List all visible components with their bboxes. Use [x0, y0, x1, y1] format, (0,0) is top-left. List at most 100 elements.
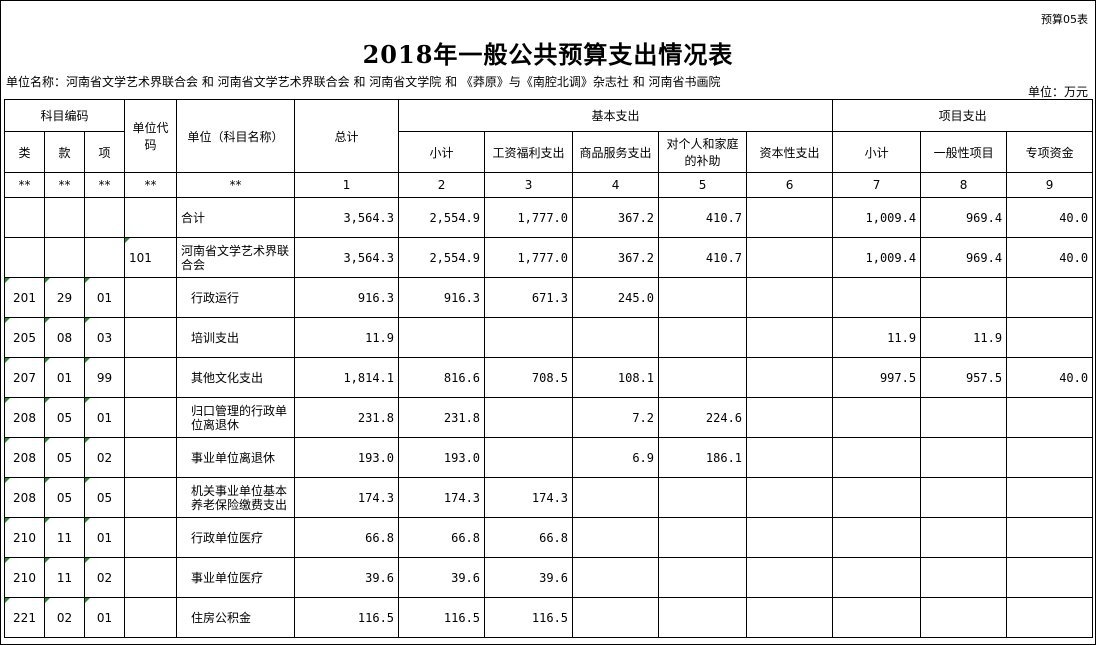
cell-lei: 207 — [4, 357, 45, 398]
table-row: 210 11 02 事业单位医疗 39.6 39.6 39.6 — [4, 557, 1094, 598]
cell-goods: 6.9 — [572, 437, 660, 478]
cell-name: 事业单位离退休 — [176, 437, 296, 478]
cell-personal: 186.1 — [658, 437, 748, 478]
cell-wage: 116.5 — [484, 597, 574, 638]
header-goods: 商品服务支出 — [572, 131, 660, 173]
cell-capital — [746, 237, 834, 278]
cell-kuan: 11 — [44, 517, 85, 558]
cell-basic-subtotal: 66.8 — [398, 517, 486, 558]
header-capital: 资本性支出 — [746, 131, 834, 173]
cell-general: 11.9 — [920, 317, 1008, 358]
cell-project-subtotal: 997.5 — [832, 357, 922, 398]
cell-capital — [746, 357, 834, 398]
cell-name: 住房公积金 — [176, 597, 296, 638]
header-total: 总计 — [294, 99, 400, 173]
cell-personal — [658, 597, 748, 638]
cell-basic-subtotal: 2,554.9 — [398, 237, 486, 278]
cell-goods — [572, 317, 660, 358]
cell-unit-code — [124, 317, 178, 358]
cell-lei: 210 — [4, 517, 45, 558]
cell-unit-code — [124, 197, 178, 238]
cell-special — [1006, 517, 1094, 558]
cell-basic-subtotal: 193.0 — [398, 437, 486, 478]
cell-basic-subtotal: 916.3 — [398, 277, 486, 318]
cell-unit-code — [124, 557, 178, 598]
cell-unit-code — [124, 277, 178, 318]
cell-xiang: 02 — [83, 557, 126, 598]
cell-name: 归口管理的行政单位离退休 — [176, 397, 296, 438]
cell-name: 行政单位医疗 — [176, 517, 296, 558]
cell-general: 969.4 — [920, 197, 1008, 238]
index-cell: 1 — [294, 172, 400, 198]
header-kuan: 款 — [44, 131, 85, 173]
cell-special — [1006, 277, 1094, 318]
cell-wage: 1,777.0 — [484, 237, 574, 278]
cell-special — [1006, 597, 1094, 638]
cell-special: 40.0 — [1006, 357, 1094, 398]
cell-unit-code — [124, 397, 178, 438]
table-row: 210 11 01 行政单位医疗 66.8 66.8 66.8 — [4, 517, 1094, 558]
cell-total: 174.3 — [294, 477, 400, 518]
cell-name: 机关事业单位基本养老保险缴费支出 — [176, 477, 296, 518]
cell-lei: 210 — [4, 557, 45, 598]
header-basic: 基本支出 — [398, 99, 834, 132]
cell-goods: 367.2 — [572, 237, 660, 278]
cell-goods — [572, 517, 660, 558]
cell-goods — [572, 597, 660, 638]
cell-special — [1006, 477, 1094, 518]
cell-lei: 221 — [4, 597, 45, 638]
cell-kuan: 02 — [44, 597, 85, 638]
cell-xiang: 01 — [83, 397, 126, 438]
table-row: 201 29 01 行政运行 916.3 916.3 671.3 245.0 — [4, 277, 1094, 318]
cell-total: 3,564.3 — [294, 237, 400, 278]
cell-xiang: 05 — [83, 477, 126, 518]
cell-capital — [746, 437, 834, 478]
table-row: 208 05 02 事业单位离退休 193.0 193.0 6.9 186.1 — [4, 437, 1094, 478]
cell-total: 116.5 — [294, 597, 400, 638]
cell-lei: 208 — [4, 477, 45, 518]
cell-personal — [658, 317, 748, 358]
cell-kuan — [44, 197, 85, 238]
cell-capital — [746, 597, 834, 638]
cell-unit-code — [124, 477, 178, 518]
cell-special — [1006, 397, 1094, 438]
cell-general — [920, 277, 1008, 318]
cell-special: 40.0 — [1006, 197, 1094, 238]
cell-project-subtotal: 11.9 — [832, 317, 922, 358]
cell-kuan: 11 — [44, 557, 85, 598]
cell-goods: 108.1 — [572, 357, 660, 398]
index-cell: 8 — [920, 172, 1008, 198]
cell-capital — [746, 517, 834, 558]
index-cell: ** — [124, 172, 178, 198]
cell-personal: 224.6 — [658, 397, 748, 438]
cell-general: 957.5 — [920, 357, 1008, 398]
cell-unit-code — [124, 517, 178, 558]
header-unit-code: 单位代码 — [124, 99, 178, 173]
cell-basic-subtotal: 39.6 — [398, 557, 486, 598]
cell-project-subtotal — [832, 597, 922, 638]
cell-wage — [484, 437, 574, 478]
table-row: 208 05 05 机关事业单位基本养老保险缴费支出 174.3 174.3 174.3 — [4, 477, 1094, 518]
cell-general — [920, 557, 1008, 598]
cell-basic-subtotal — [398, 317, 486, 358]
cell-xiang: 03 — [83, 317, 126, 358]
table-row: 205 08 03 培训支出 11.9 11.9 11.9 — [4, 317, 1094, 358]
cell-personal: 410.7 — [658, 197, 748, 238]
cell-xiang: 01 — [83, 517, 126, 558]
cell-project-subtotal — [832, 437, 922, 478]
cell-lei: 201 — [4, 277, 45, 318]
cell-total: 916.3 — [294, 277, 400, 318]
cell-personal — [658, 557, 748, 598]
cell-total: 1,814.1 — [294, 357, 400, 398]
cell-project-subtotal — [832, 517, 922, 558]
cell-capital — [746, 557, 834, 598]
cell-unit-code — [124, 597, 178, 638]
cell-total: 11.9 — [294, 317, 400, 358]
cell-goods: 7.2 — [572, 397, 660, 438]
cell-capital — [746, 397, 834, 438]
cell-goods — [572, 557, 660, 598]
cell-xiang: 01 — [83, 597, 126, 638]
cell-general — [920, 517, 1008, 558]
cell-total: 3,564.3 — [294, 197, 400, 238]
cell-capital — [746, 477, 834, 518]
